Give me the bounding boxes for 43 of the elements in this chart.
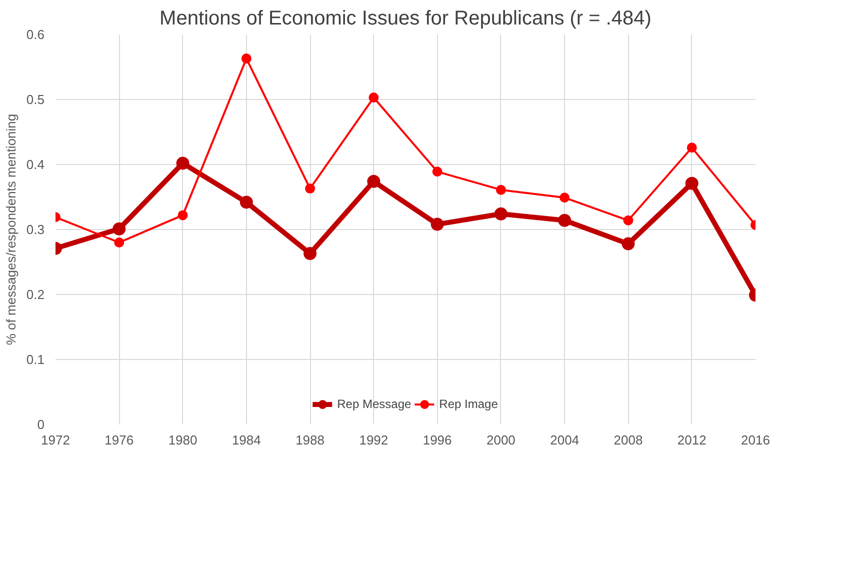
- point: [558, 214, 572, 227]
- point: [367, 174, 380, 188]
- point: [685, 176, 698, 190]
- point: [176, 156, 190, 170]
- point: [241, 54, 252, 64]
- point: [496, 184, 506, 195]
- legend-label: Rep Image: [439, 397, 498, 411]
- point: [368, 92, 379, 103]
- point: [305, 184, 316, 194]
- y-tick-label: 0.1: [26, 352, 45, 367]
- y-tick-label: 0.5: [26, 92, 45, 107]
- point: [114, 238, 124, 248]
- x-tick-label: 2012: [677, 432, 706, 448]
- x-tick-label: 1992: [359, 432, 388, 448]
- point: [560, 192, 570, 203]
- y-tick-label: 0: [37, 417, 45, 432]
- point: [494, 207, 508, 220]
- x-tick-label: 2016: [741, 432, 770, 448]
- y-tick-label: 0.6: [26, 27, 45, 42]
- x-tick-label: 2000: [486, 432, 516, 448]
- y-tick-label: 0.2: [26, 287, 45, 302]
- point: [686, 142, 697, 153]
- point: [623, 215, 634, 226]
- point: [240, 196, 253, 209]
- x-tick-label: 2008: [614, 432, 643, 448]
- point: [430, 218, 444, 231]
- point: [178, 210, 188, 220]
- x-tick-label: 1996: [422, 432, 452, 448]
- x-tick-label: 1980: [168, 432, 198, 448]
- legend-label: Rep Message: [337, 397, 412, 411]
- point: [622, 237, 635, 250]
- x-tick-label: 2004: [550, 432, 580, 448]
- x-tick-label: 1976: [104, 432, 134, 448]
- point: [432, 166, 442, 177]
- x-tick-label: 1972: [41, 432, 70, 448]
- point: [112, 222, 126, 236]
- point: [304, 247, 317, 260]
- y-tick-label: 0.3: [26, 222, 45, 237]
- x-tick-label: 1984: [232, 432, 261, 448]
- x-tick-label: 1988: [296, 432, 325, 448]
- y-axis-title: % of messages/respondents mentioning: [3, 114, 18, 346]
- chart-title: Mentions of Economic Issues for Republicans (r = .484): [160, 8, 652, 30]
- y-tick-label: 0.4: [26, 157, 45, 172]
